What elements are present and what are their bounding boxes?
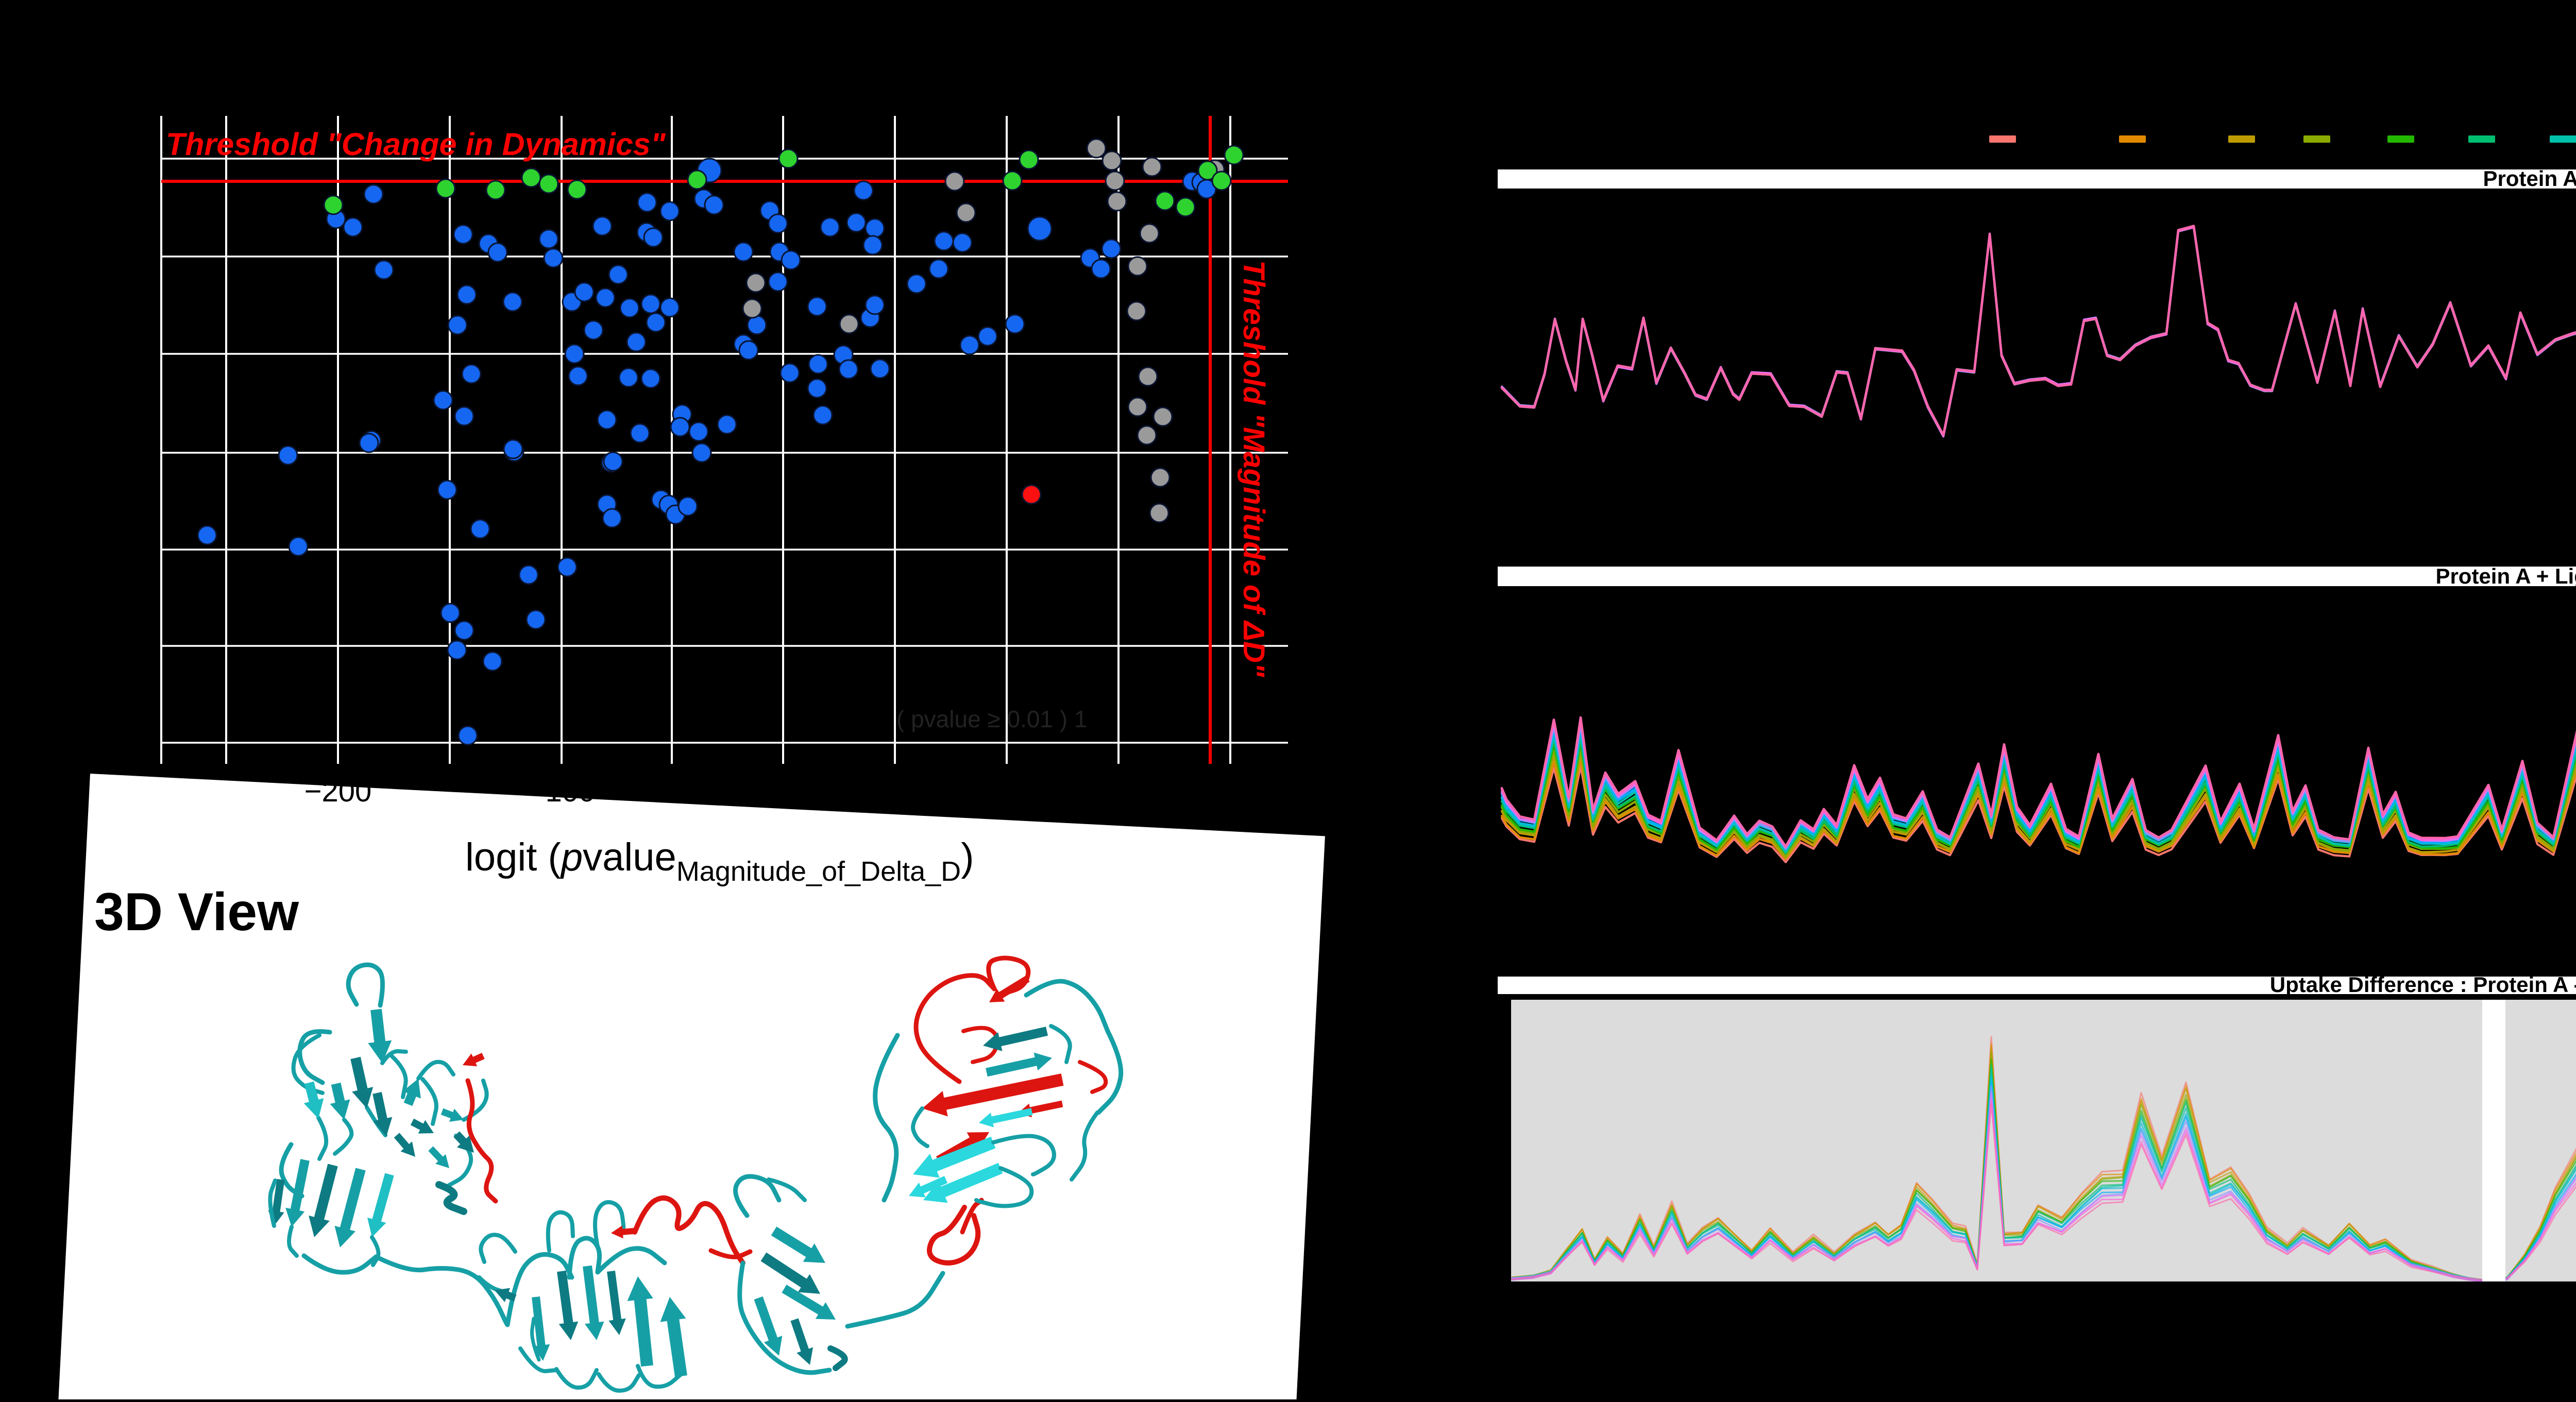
svg-text:Threshold "Change in Dynamics": Threshold "Change in Dynamics"	[166, 127, 666, 162]
svg-text:−200: −200	[304, 775, 372, 808]
svg-text:Protein A + Ligand: Protein A + Ligand	[2435, 564, 2576, 588]
svg-text:( pvalue ≥ 0.01 ) 1: ( pvalue ≥ 0.01 ) 1	[896, 706, 1087, 732]
svg-text:−100: −100	[528, 775, 596, 808]
svg-text:Threshold "Magnitude of ΔD": Threshold "Magnitude of ΔD"	[1237, 260, 1270, 678]
svg-text:Protein A: Protein A	[2483, 166, 2576, 191]
svg-text:3D View: 3D View	[94, 882, 299, 942]
svg-text:Uptake Difference : Protein A: Uptake Difference : Protein A - (Protein…	[2270, 972, 2576, 997]
